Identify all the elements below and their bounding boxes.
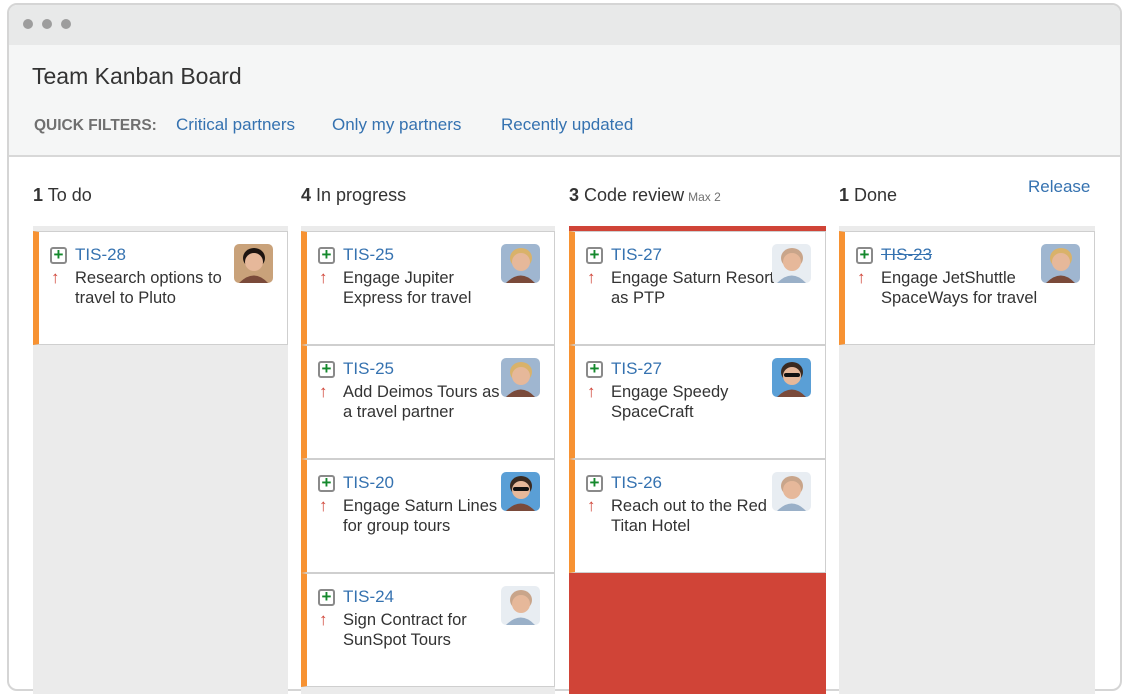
assignee-avatar[interactable] — [501, 358, 540, 397]
issue-key-link[interactable]: TIS-25 — [343, 359, 395, 378]
filter-critical-partners[interactable]: Critical partners — [176, 115, 296, 134]
issue-summary: Engage Saturn Lines for group tours — [343, 497, 498, 535]
story-plus-icon: + — [856, 246, 873, 264]
story-plus-icon: + — [586, 246, 603, 264]
issue-card[interactable]: + TIS-24 ↑ Sign Contract for SunSpot Tou… — [301, 573, 555, 687]
issue-key-link[interactable]: TIS-23 — [881, 245, 933, 264]
assignee-avatar[interactable] — [772, 358, 811, 397]
column-to-do: + TIS-28 ↑ Research options to travel to… — [33, 226, 288, 694]
window-dot-icon[interactable] — [61, 19, 71, 29]
column-count: 4 — [301, 185, 312, 205]
column-name: In progress — [316, 185, 407, 205]
column-in-progress: + TIS-25 ↑ Engage Jupiter Express for tr… — [301, 226, 555, 694]
column-max: Max 2 — [688, 190, 721, 204]
column-header: 1 Done — [839, 185, 897, 206]
issue-card[interactable]: + TIS-20 ↑ Engage Saturn Lines for group… — [301, 459, 555, 573]
column-name: Done — [854, 185, 898, 205]
priority-up-arrow-icon: ↑ — [587, 268, 596, 287]
issue-card[interactable]: + TIS-26 ↑ Reach out to the Red Titan Ho… — [569, 459, 826, 573]
column-code-review: + TIS-27 ↑ Engage Saturn Resort as PTP +… — [569, 226, 826, 694]
release-link[interactable]: Release — [1028, 177, 1091, 196]
page-title: Team Kanban Board — [32, 63, 242, 89]
issue-summary: Engage Speedy SpaceCraft — [611, 383, 729, 421]
priority-up-arrow-icon: ↑ — [857, 268, 866, 287]
column-count: 3 — [569, 185, 580, 205]
issue-card[interactable]: + TIS-25 ↑ Add Deimos Tours as a travel … — [301, 345, 555, 459]
filter-recently-updated[interactable]: Recently updated — [501, 115, 634, 134]
priority-up-arrow-icon: ↑ — [51, 268, 60, 287]
board-header: Team Kanban Board QUICK FILTERS: Critica… — [9, 45, 1120, 157]
assignee-avatar[interactable] — [501, 472, 540, 511]
story-plus-icon: + — [318, 588, 335, 606]
quick-filters-label: QUICK FILTERS: — [34, 117, 157, 134]
issue-key-link[interactable]: TIS-25 — [343, 245, 395, 264]
issue-summary: Engage Saturn Resort as PTP — [611, 269, 775, 307]
filter-only-my-partners[interactable]: Only my partners — [332, 115, 462, 134]
column-count: 1 — [839, 185, 850, 205]
priority-up-arrow-icon: ↑ — [319, 382, 328, 401]
issue-card[interactable]: + TIS-25 ↑ Engage Jupiter Express for tr… — [301, 231, 555, 345]
story-plus-icon: + — [318, 360, 335, 378]
issue-key-link[interactable]: TIS-26 — [611, 473, 663, 492]
window-dot-icon[interactable] — [23, 19, 33, 29]
issue-key-link[interactable]: TIS-20 — [343, 473, 395, 492]
assignee-avatar[interactable] — [501, 586, 540, 625]
assignee-avatar[interactable] — [772, 472, 811, 511]
column-name: Code review — [584, 185, 685, 205]
priority-up-arrow-icon: ↑ — [319, 610, 328, 629]
issue-key-link[interactable]: TIS-27 — [611, 359, 663, 378]
issue-key-link[interactable]: TIS-28 — [75, 245, 127, 264]
assignee-avatar[interactable] — [1041, 244, 1080, 283]
issue-card[interactable]: + TIS-23 ↑ Engage JetShuttle SpaceWays f… — [839, 231, 1095, 345]
assignee-avatar[interactable] — [501, 244, 540, 283]
story-plus-icon: + — [318, 246, 335, 264]
issue-card[interactable]: + TIS-28 ↑ Research options to travel to… — [33, 231, 288, 345]
assignee-avatar[interactable] — [234, 244, 273, 283]
issue-summary: Research options to travel to Pluto — [75, 269, 222, 307]
story-plus-icon: + — [318, 474, 335, 492]
priority-up-arrow-icon: ↑ — [319, 496, 328, 515]
assignee-avatar[interactable] — [772, 244, 811, 283]
priority-up-arrow-icon: ↑ — [587, 382, 596, 401]
priority-up-arrow-icon: ↑ — [319, 268, 328, 287]
column-done: + TIS-23 ↑ Engage JetShuttle SpaceWays f… — [839, 226, 1095, 694]
column-header: 3 Code review Max 2 — [569, 185, 721, 206]
issue-summary: Reach out to the Red Titan Hotel — [611, 497, 767, 535]
issue-summary: Add Deimos Tours as a travel partner — [343, 383, 500, 421]
column-count: 1 — [33, 185, 44, 205]
issue-key-link[interactable]: TIS-27 — [611, 245, 663, 264]
issue-card[interactable]: + TIS-27 ↑ Engage Speedy SpaceCraft — [569, 345, 826, 459]
column-header: 4 In progress — [301, 185, 406, 206]
window-dot-icon[interactable] — [42, 19, 52, 29]
story-plus-icon: + — [586, 360, 603, 378]
issue-summary: Sign Contract for SunSpot Tours — [343, 611, 467, 649]
issue-summary: Engage Jupiter Express for travel — [343, 269, 472, 307]
story-plus-icon: + — [586, 474, 603, 492]
story-plus-icon: + — [50, 246, 67, 264]
issue-card[interactable]: + TIS-27 ↑ Engage Saturn Resort as PTP — [569, 231, 826, 345]
issue-key-link[interactable]: TIS-24 — [343, 587, 395, 606]
column-name: To do — [47, 185, 92, 205]
column-header: 1 To do — [33, 185, 92, 206]
issue-summary: Engage JetShuttle SpaceWays for travel — [881, 269, 1038, 307]
priority-up-arrow-icon: ↑ — [587, 496, 596, 515]
title-bar — [9, 5, 1120, 45]
